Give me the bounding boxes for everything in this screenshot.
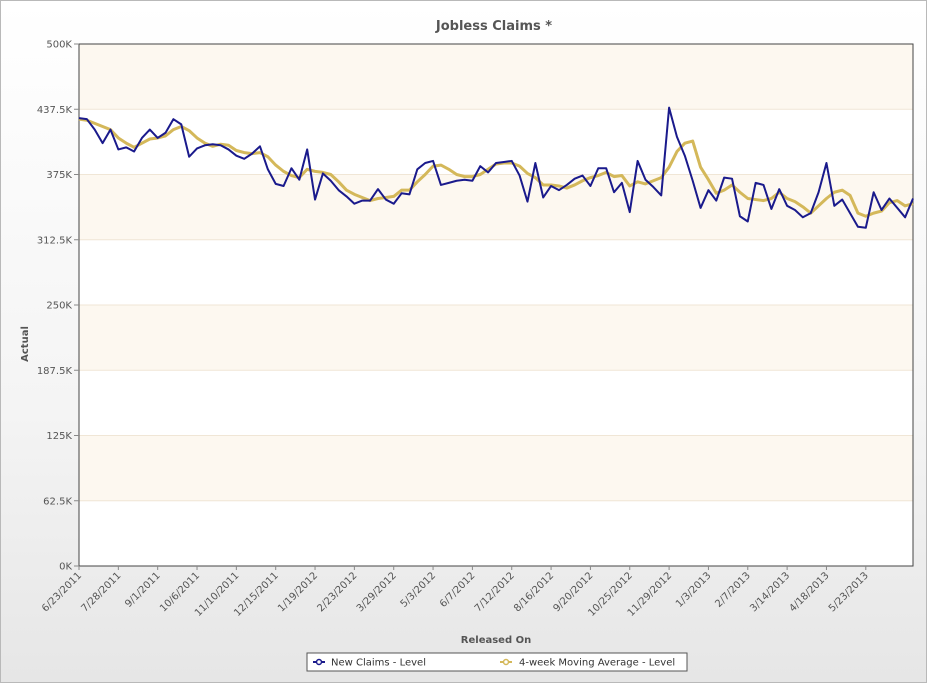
- y-tick-label: 250K: [46, 301, 72, 312]
- y-tick-label: 437.5K: [37, 105, 73, 116]
- x-tick-label: 2/23/2012: [315, 570, 359, 614]
- legend-label: 4-week Moving Average - Level: [519, 658, 675, 669]
- plot-band: [79, 174, 913, 240]
- legend-swatch-marker: [315, 658, 323, 666]
- x-axis-label: Released On: [461, 635, 531, 646]
- x-tick-label: 5/23/2013: [827, 570, 871, 614]
- x-tick-label: 8/16/2012: [512, 570, 556, 614]
- x-tick-label: 1/19/2012: [276, 570, 320, 614]
- y-tick-label: 375K: [46, 170, 72, 181]
- legend-item-moving-average[interactable]: 4-week Moving Average - Level: [500, 658, 675, 669]
- y-axis-label: Actual: [20, 326, 31, 362]
- plot-band: [79, 435, 913, 501]
- x-tick-label: 6/7/2012: [438, 570, 478, 610]
- legend-item-new-claims[interactable]: New Claims - Level: [313, 658, 426, 669]
- y-tick-label: 0K: [59, 562, 72, 573]
- plot-band: [79, 305, 913, 371]
- y-tick-label: 62.5K: [43, 496, 72, 507]
- series-layer: [78, 106, 914, 229]
- chart-title: Jobless Claims *: [435, 19, 552, 34]
- legend-label: New Claims - Level: [331, 658, 426, 669]
- x-tick-label: 4/18/2013: [788, 570, 832, 614]
- x-tick-label: 7/12/2012: [473, 570, 517, 614]
- y-tick-label: 125K: [46, 431, 72, 442]
- x-tick-label: 9/1/2011: [123, 570, 163, 610]
- x-tick-label: 1/3/2013: [674, 570, 714, 610]
- x-tick-label: 7/28/2011: [79, 570, 123, 614]
- series-line-new-claims: [78, 106, 914, 229]
- x-tick-label: 2/7/2013: [713, 570, 753, 610]
- y-axis-ticks: 0K 62.5K 125K 187.5K 250K 312.5K 375K 437.5K 500…: [37, 40, 79, 573]
- y-tick-label: 500K: [46, 40, 72, 51]
- y-tick-label: 187.5K: [37, 366, 73, 377]
- y-tick-label: 312.5K: [37, 235, 73, 246]
- x-tick-label: 3/14/2013: [748, 570, 792, 614]
- legend-box: [306, 652, 688, 672]
- plot-band: [79, 370, 913, 436]
- plot-band: [79, 500, 913, 566]
- plot-bands: [79, 44, 913, 566]
- legend: New Claims - Level 4-week Moving Average…: [306, 652, 688, 672]
- legend-swatch-marker: [502, 658, 510, 666]
- x-tick-label: 6/23/2011: [40, 570, 84, 614]
- x-tick-label: 3/29/2012: [355, 570, 399, 614]
- plot-band: [79, 239, 913, 305]
- x-tick-label: 5/3/2012: [399, 570, 439, 610]
- plot-band: [79, 44, 913, 110]
